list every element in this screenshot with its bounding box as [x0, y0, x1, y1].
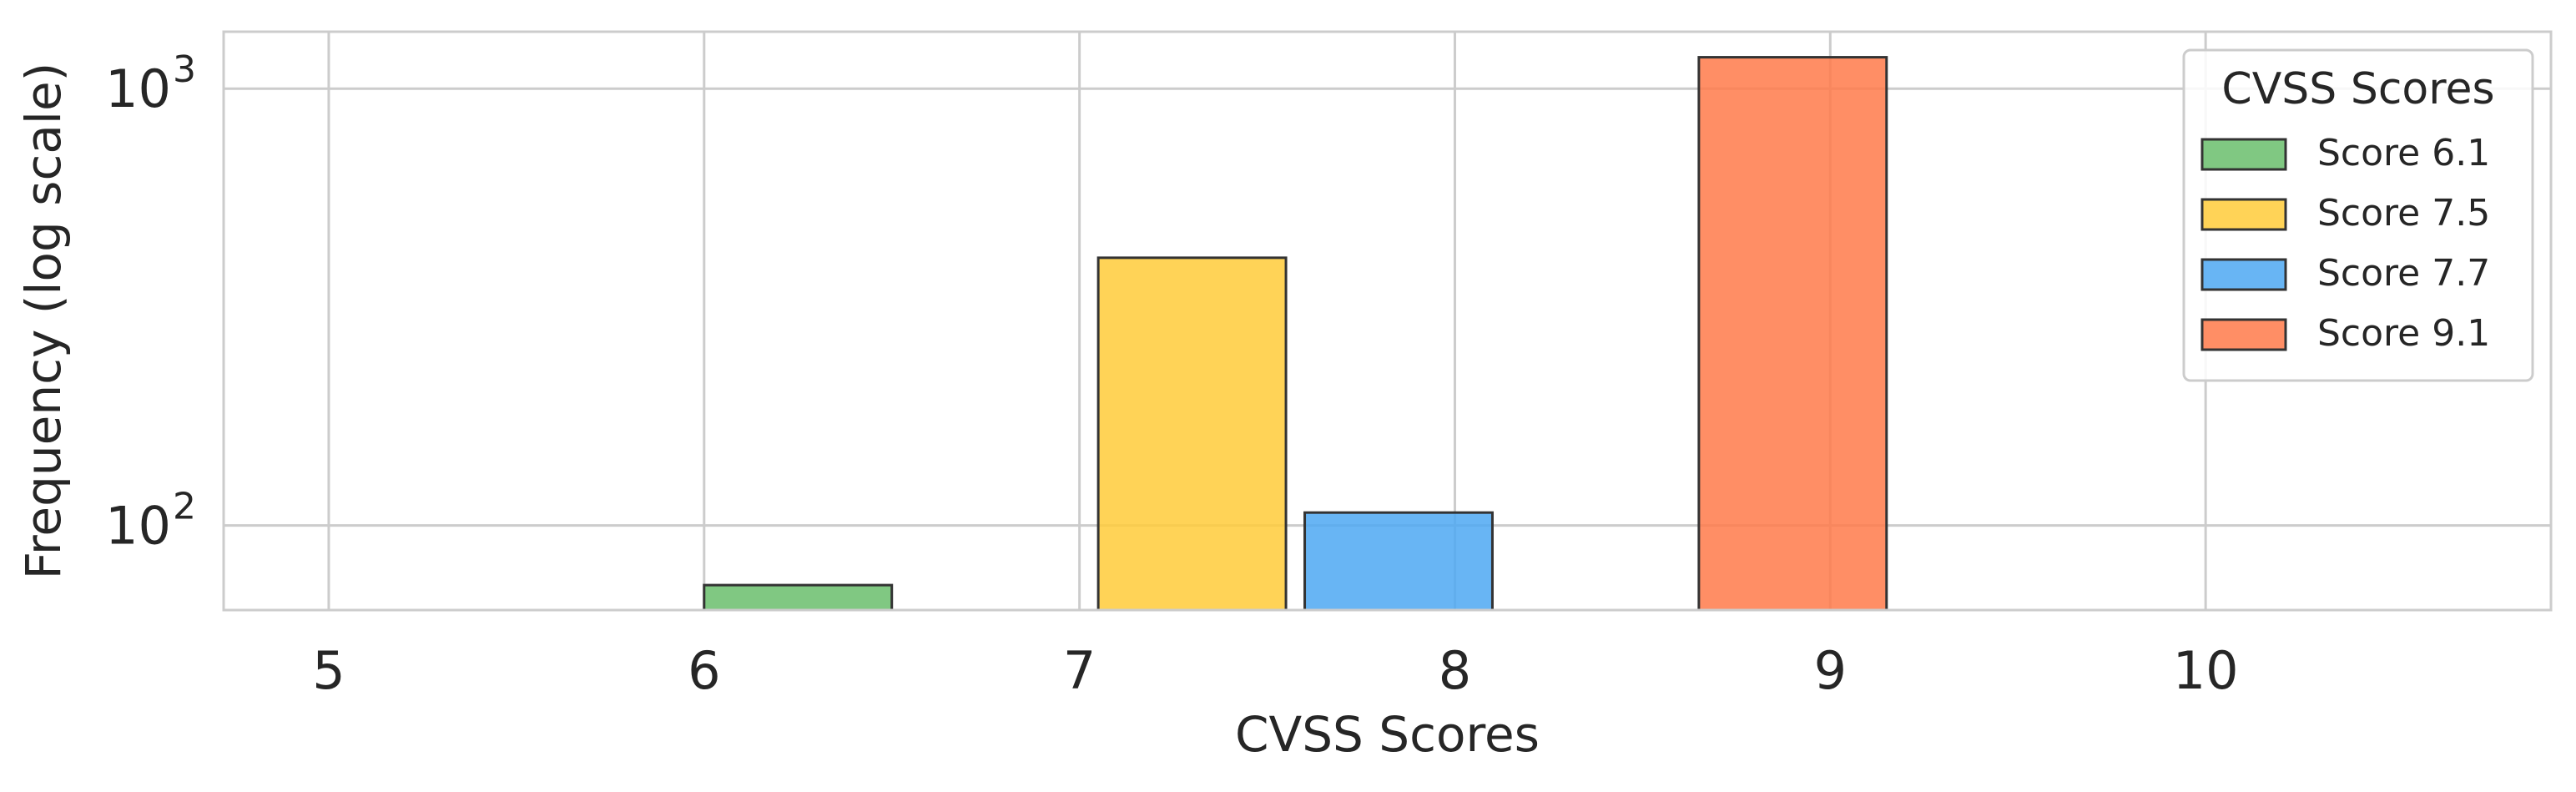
- x-tick-label: 5: [312, 640, 345, 701]
- bars: [703, 56, 1888, 612]
- legend-item: Score 7.5: [2200, 192, 2490, 235]
- plot-frame: [222, 30, 2553, 612]
- legend-title: CVSS Scores: [2221, 64, 2494, 114]
- y-tick-label: 10 2: [105, 486, 196, 557]
- x-tick-label: 10: [2173, 640, 2239, 701]
- y-tick-exponent: 3: [173, 48, 196, 91]
- y-tick-base: 10: [105, 496, 171, 557]
- y-axis-label: Frequency (log scale): [15, 63, 72, 580]
- legend-box: [2182, 48, 2534, 382]
- y-tick-label: 10 3: [105, 48, 196, 119]
- legend-swatch: [2200, 318, 2287, 351]
- legend-label: Score 7.7: [2317, 252, 2490, 295]
- bar: [1096, 256, 1288, 612]
- x-tick-label: 7: [1063, 640, 1096, 701]
- legend-swatch: [2200, 258, 2287, 291]
- x-tick-labels: 5 6 7 8 9 10: [312, 640, 2238, 701]
- legend-item: Score 7.7: [2200, 252, 2490, 295]
- bar: [1303, 511, 1494, 612]
- legend-item: Score 9.1: [2200, 312, 2490, 355]
- x-tick-label: 8: [1439, 640, 1471, 701]
- y-tick-base: 10: [105, 58, 171, 119]
- bar: [703, 583, 894, 612]
- x-tick-label: 9: [1814, 640, 1847, 701]
- legend-item: Score 6.1: [2200, 132, 2490, 174]
- legend-label: Score 9.1: [2317, 312, 2490, 355]
- x-axis-label: CVSS Scores: [1235, 706, 1540, 763]
- x-tick-label: 6: [688, 640, 720, 701]
- legend-label: Score 7.5: [2317, 192, 2490, 235]
- legend-label: Score 6.1: [2317, 132, 2490, 174]
- y-tick-exponent: 2: [173, 486, 196, 528]
- bar: [1697, 56, 1888, 612]
- legend-swatch: [2200, 198, 2287, 231]
- legend: CVSS Scores Score 6.1 Score 7.5 Score 7.7 S…: [2182, 48, 2534, 382]
- legend-swatch: [2200, 138, 2287, 171]
